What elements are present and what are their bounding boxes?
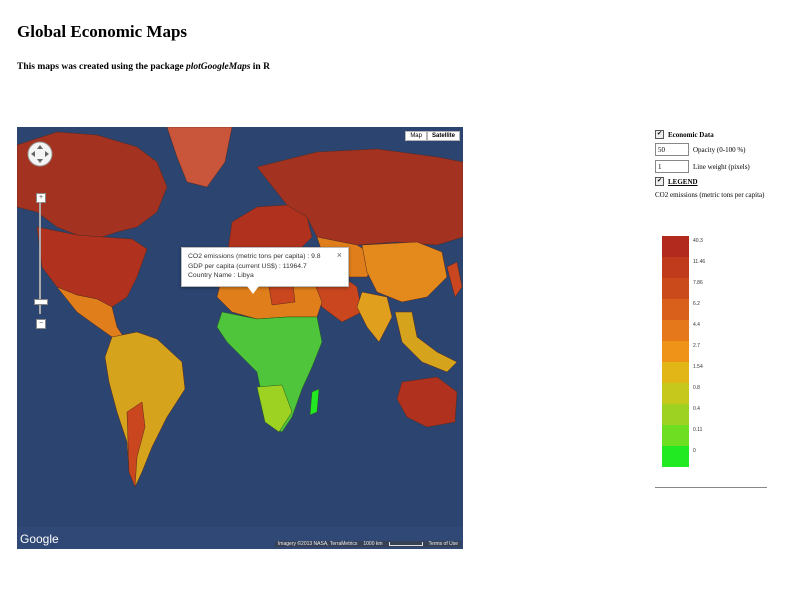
pan-ring[interactable] bbox=[27, 141, 53, 167]
subtitle-suffix: in R bbox=[250, 62, 270, 72]
country-mexico[interactable] bbox=[56, 286, 128, 343]
legend-swatch bbox=[662, 278, 689, 299]
zoom-slider-thumb[interactable] bbox=[34, 299, 48, 305]
control-panel: ✔ Economic Data Opacity (0-100 %) Line w… bbox=[655, 130, 767, 200]
info-country: Country Name : Libya bbox=[188, 272, 254, 279]
terms-link[interactable]: Terms of Use bbox=[428, 541, 458, 547]
legend-caption: CO2 emissions (metric tons per capita) bbox=[655, 191, 765, 199]
google-logo[interactable]: Google bbox=[20, 532, 59, 546]
legend-tick-label: 0.4 bbox=[693, 406, 700, 412]
legend-tick-label: 40.3 bbox=[693, 238, 703, 244]
legend-swatch bbox=[662, 320, 689, 341]
legend-swatch bbox=[662, 341, 689, 362]
legend-swatch bbox=[662, 383, 689, 404]
economic-data-row: ✔ Economic Data bbox=[655, 130, 767, 139]
pan-up-icon[interactable] bbox=[37, 145, 43, 149]
legend-tick-label: 2.7 bbox=[693, 343, 700, 349]
line-weight-input[interactable] bbox=[655, 160, 689, 173]
legend-swatch bbox=[662, 236, 689, 257]
country-russia[interactable] bbox=[256, 148, 463, 246]
map-type-satellite-button[interactable]: Satellite bbox=[426, 131, 460, 141]
subtitle-prefix: This maps was created using the package bbox=[17, 62, 186, 72]
legend-tick-label: 6.2 bbox=[693, 301, 700, 307]
legend-swatch bbox=[662, 299, 689, 320]
economic-data-label: Economic Data bbox=[668, 130, 714, 139]
opacity-input[interactable] bbox=[655, 143, 689, 156]
map-canvas[interactable]: Map Satellite + − × CO2 emissions (metri… bbox=[17, 127, 463, 549]
country-greenland[interactable] bbox=[166, 127, 233, 188]
legend-swatch bbox=[662, 425, 689, 446]
legend-swatch bbox=[662, 362, 689, 383]
legend-row: ✔ LEGEND bbox=[655, 177, 767, 186]
legend-tick-label: 0.8 bbox=[693, 385, 700, 391]
info-window: × CO2 emissions (metric tons per capita)… bbox=[181, 247, 349, 287]
country-china[interactable] bbox=[361, 241, 448, 303]
legend-color-scale: 40.3 11.46 7.86 6.2 4.4 2.7 1.54 0.8 0.4 0.11 0 bbox=[662, 236, 706, 468]
pan-control[interactable] bbox=[27, 141, 53, 167]
map-attribution: Imagery ©2013 NASA, TerraMetrics 1000 km… bbox=[274, 541, 461, 547]
legend-swatch bbox=[662, 404, 689, 425]
country-south-america[interactable] bbox=[104, 331, 186, 488]
zoom-slider-track[interactable] bbox=[39, 202, 41, 314]
panel-divider bbox=[655, 487, 767, 488]
country-madagascar[interactable] bbox=[309, 388, 320, 416]
country-argentina[interactable] bbox=[126, 401, 146, 488]
country-canada[interactable] bbox=[17, 131, 168, 238]
legend-label[interactable]: LEGEND bbox=[668, 177, 698, 186]
line-weight-label: Line weight (pixels) bbox=[693, 162, 750, 171]
country-japan[interactable] bbox=[446, 261, 463, 298]
info-gdp: GDP per capita (current US$) : 11964.7 bbox=[188, 262, 307, 270]
map-type-control[interactable]: Map Satellite bbox=[405, 131, 460, 141]
country-sub-saharan-africa[interactable] bbox=[216, 311, 323, 433]
legend-tick-label: 4.4 bbox=[693, 322, 700, 328]
legend-tick-label: 0 bbox=[693, 448, 696, 454]
zoom-out-button[interactable]: − bbox=[36, 319, 46, 329]
country-southeast-asia[interactable] bbox=[394, 311, 458, 373]
info-co2: CO2 emissions (metric tons per capita) :… bbox=[188, 253, 321, 260]
pan-down-icon[interactable] bbox=[37, 159, 43, 163]
country-australia[interactable] bbox=[396, 376, 458, 428]
legend-swatch bbox=[662, 257, 689, 278]
economic-data-checkbox[interactable]: ✔ bbox=[655, 130, 664, 139]
scale-bar bbox=[388, 542, 423, 546]
subtitle-package: plotGoogleMaps bbox=[186, 62, 251, 72]
attribution-text: Imagery ©2013 NASA, TerraMetrics bbox=[277, 541, 358, 547]
legend-swatch bbox=[662, 446, 689, 467]
legend-tick-label: 11.46 bbox=[693, 259, 706, 265]
pan-left-icon[interactable] bbox=[31, 151, 35, 157]
page-title: Global Economic Maps bbox=[17, 22, 188, 41]
legend-tick-label: 7.86 bbox=[693, 280, 703, 286]
world-map[interactable] bbox=[17, 127, 463, 549]
zoom-in-button[interactable]: + bbox=[36, 193, 46, 203]
info-window-tail bbox=[247, 286, 259, 294]
country-southern-africa[interactable] bbox=[256, 384, 293, 433]
opacity-label: Opacity (0-100 %) bbox=[693, 145, 746, 154]
line-weight-row: Line weight (pixels) bbox=[655, 160, 767, 173]
legend-checkbox[interactable]: ✔ bbox=[655, 177, 664, 186]
country-india[interactable] bbox=[356, 291, 393, 343]
opacity-row: Opacity (0-100 %) bbox=[655, 143, 767, 156]
page-subtitle: This maps was created using the package … bbox=[17, 62, 270, 72]
pan-right-icon[interactable] bbox=[45, 151, 49, 157]
legend-tick-label: 0.11 bbox=[693, 427, 703, 433]
scale-label: 1000 km bbox=[363, 541, 383, 547]
info-window-close-icon[interactable]: × bbox=[336, 250, 342, 260]
legend-tick-label: 1.54 bbox=[693, 364, 703, 370]
map-type-map-button[interactable]: Map bbox=[405, 131, 427, 141]
